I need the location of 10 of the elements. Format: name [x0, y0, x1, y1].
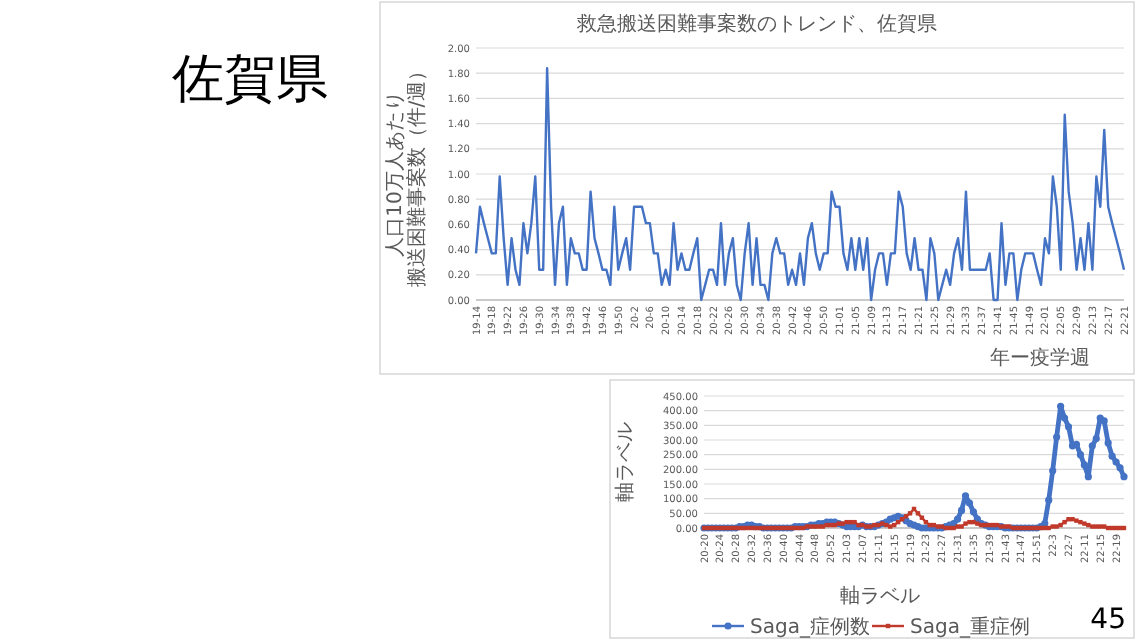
- y-axis-title: 軸ラベル: [613, 422, 637, 502]
- legend-label: Saga_重症例: [910, 615, 1030, 639]
- legend-label: Saga_症例数: [750, 615, 870, 639]
- x-axis-title: 年ー疫学週: [990, 346, 1090, 370]
- x-axis-title: 軸ラベル: [840, 584, 920, 608]
- text: 45: [1090, 604, 1126, 636]
- y-axis-title: 人口10万人あたり搬送困難事案数（件/週）: [385, 60, 429, 288]
- line-series: [474, 66, 1126, 302]
- text: 佐賀県: [172, 50, 328, 110]
- chart-title: 救急搬送困難事案数のトレンド、佐賀県: [575, 12, 937, 36]
